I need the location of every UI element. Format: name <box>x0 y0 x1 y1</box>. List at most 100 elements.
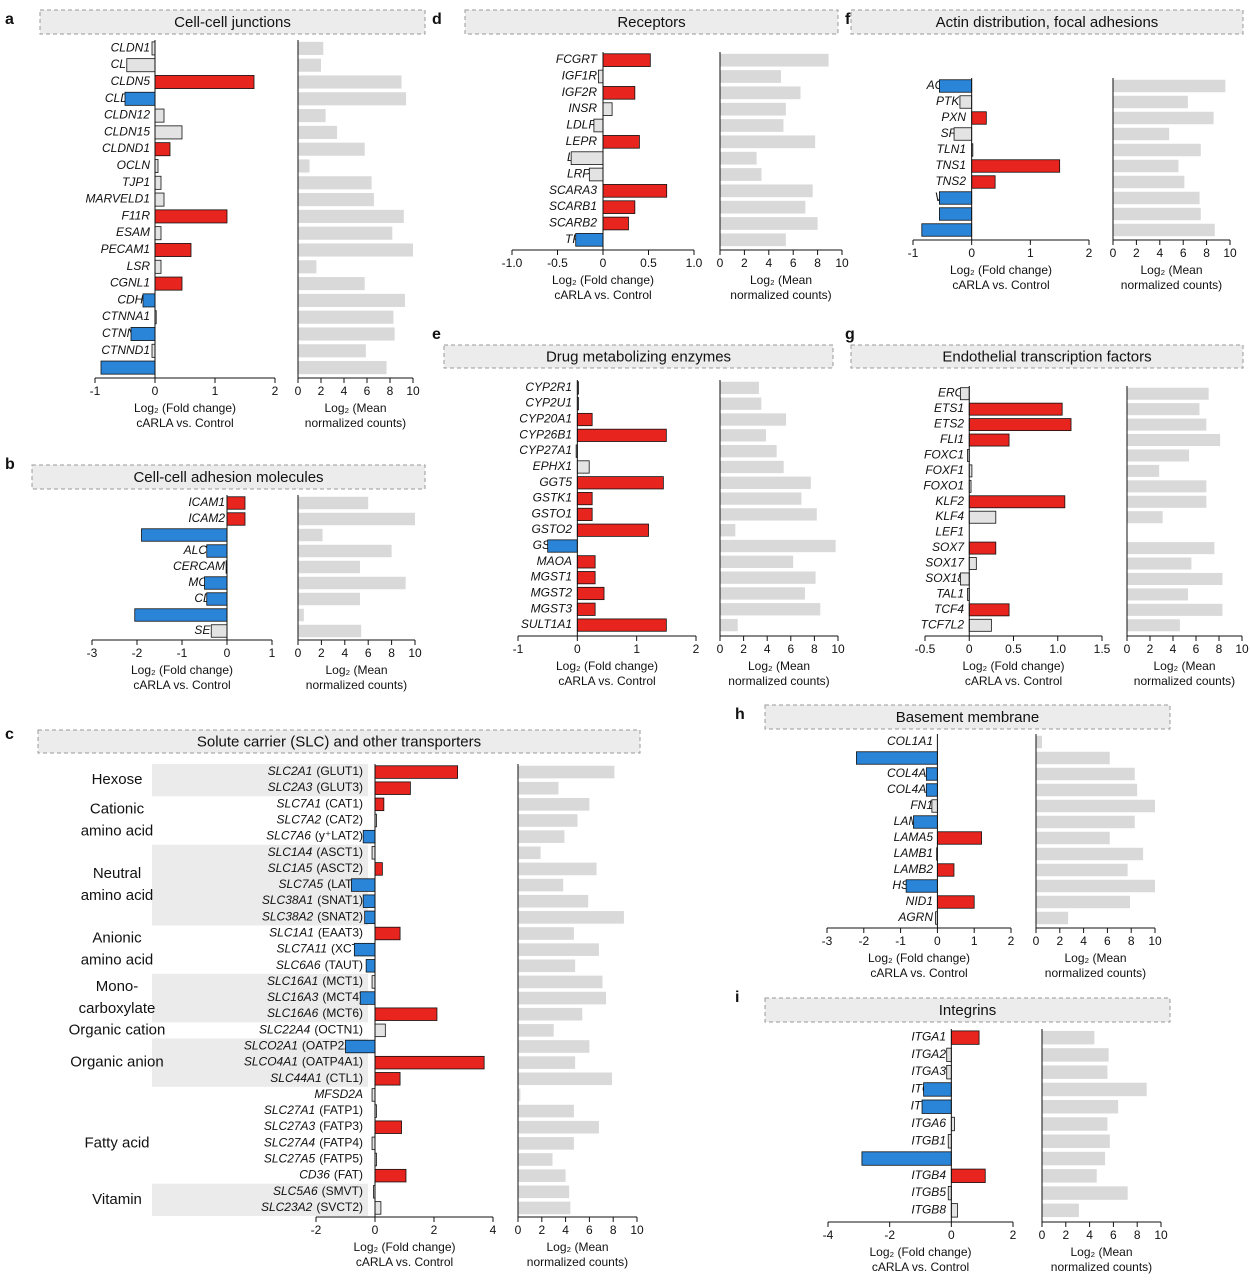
count-bar <box>720 476 811 489</box>
x-tick-label: -2 <box>132 646 143 660</box>
gene-label: MGST3 <box>531 601 573 615</box>
title-box <box>31 464 426 490</box>
panel-title: Cell-cell adhesion molecules <box>133 469 323 486</box>
x-tick-label: 0 <box>717 256 724 270</box>
group-label: amino acid <box>81 887 154 904</box>
gene-name: CLDN15 <box>104 125 150 139</box>
count-bar <box>518 1201 571 1215</box>
count-bar <box>298 560 361 574</box>
axis-title: Log₂ (Mean <box>750 273 812 287</box>
gene-label: CD36 (FAT) <box>299 1168 363 1182</box>
panel-title: Basement membrane <box>896 709 1039 726</box>
gene-label: SCARB1 <box>549 199 597 213</box>
gene-label: SLCO4A1 (OATP4A1) <box>244 1055 363 1069</box>
gene-name: FOXC1 <box>924 448 964 462</box>
fold-change-bar <box>362 829 376 844</box>
gene-name: SLC2A1 <box>268 764 313 778</box>
protein-name: (TAUT) <box>325 958 363 972</box>
gene-label: ERG <box>938 386 964 400</box>
gene-label: GSTO1 <box>532 507 572 521</box>
gene-label: SLC27A1 (FATP1) <box>264 1103 363 1117</box>
axis-title: Log₂ (Fold change) <box>552 273 654 287</box>
gene-label: EPHX1 <box>533 459 572 473</box>
count-bar <box>720 381 759 395</box>
group-label: Mono- <box>96 978 139 995</box>
x-tick-label: 10 <box>406 384 420 398</box>
gene-name: TJP1 <box>122 175 150 189</box>
fold-change-bar <box>937 863 955 877</box>
count-bar <box>298 528 323 542</box>
fold-change-bar <box>950 1030 980 1045</box>
count-bar <box>298 260 317 274</box>
count-bar <box>1036 751 1110 765</box>
gene-label: LEPR <box>566 134 598 148</box>
gene-label: CTNND1 <box>101 343 150 357</box>
gene-label: FOXO1 <box>923 479 964 493</box>
count-bar <box>298 75 402 89</box>
gene-label: SLC23A2 (SVCT2) <box>261 1200 363 1214</box>
axis-title: Log₂ (Fold change) <box>950 263 1052 277</box>
x-tick-label: 0.5 <box>1005 642 1022 656</box>
gene-label: SLC7A6 (y⁺LAT2) <box>266 829 363 843</box>
fold-change-bar <box>937 831 982 845</box>
gene-name: CD36 <box>299 1168 330 1182</box>
gene-label: SLC22A4 (OCTN1) <box>259 1023 363 1037</box>
fold-change-bar <box>576 618 667 632</box>
gene-name: PXN <box>941 110 966 124</box>
x-tick-label: 0 <box>224 646 231 660</box>
x-tick-label: -1.0 <box>502 256 523 270</box>
fold-change-bar <box>971 175 996 189</box>
gene-name: ITGA1 <box>911 1030 946 1044</box>
gene-name: FCGRT <box>556 52 599 66</box>
gene-label: SLC27A4 (FATP4) <box>264 1136 363 1150</box>
count-bar <box>1113 127 1170 141</box>
fold-change-bar <box>374 1120 402 1134</box>
panel-letter: a <box>5 11 14 28</box>
group-shade <box>152 844 368 926</box>
x-tick-label: 1 <box>269 646 276 660</box>
gene-label: COL1A1 <box>887 734 933 748</box>
gene-name: SCARB1 <box>549 199 597 213</box>
x-tick-label: 1 <box>633 642 640 656</box>
x-tick-label: 2 <box>1133 246 1140 260</box>
fold-change-bar <box>968 618 992 632</box>
count-bar <box>518 1169 566 1182</box>
fold-change-bar <box>968 557 977 570</box>
gene-label: SLC7A2 (CAT2) <box>277 813 363 827</box>
fold-change-bar <box>576 476 664 490</box>
group-shade <box>152 973 368 1023</box>
gene-name: SLC6A6 <box>276 958 321 972</box>
axis-title: normalized counts) <box>728 674 829 688</box>
count-bar <box>720 508 817 521</box>
x-tick-label: 2 <box>1008 934 1015 948</box>
fold-change-bar <box>971 159 1061 173</box>
panel-letter: g <box>845 326 855 343</box>
title-box <box>464 9 839 35</box>
fold-change-bar <box>374 1168 407 1183</box>
axis-title: Log₂ (Mean <box>748 659 810 673</box>
panel-letter: f <box>845 11 851 28</box>
fold-change-bar <box>602 86 636 100</box>
gene-label: SCARA3 <box>549 183 597 197</box>
gene-name: NID1 <box>906 894 933 908</box>
fold-change-bar <box>931 799 938 813</box>
title-box <box>850 9 1244 35</box>
title-box <box>764 997 1171 1023</box>
fold-change-bar <box>353 942 376 957</box>
count-bar <box>298 310 394 324</box>
count-bar <box>518 830 565 843</box>
x-tick-label: 8 <box>811 642 818 656</box>
x-tick-label: -2 <box>884 1228 895 1242</box>
x-tick-label: 8 <box>388 646 395 660</box>
gene-label: SLC1A5 (ASCT2) <box>268 861 363 875</box>
gene-label: SLC7A11 (XCT) <box>277 942 363 956</box>
fold-change-bar <box>968 603 1010 617</box>
protein-name: (y⁺LAT2) <box>315 829 363 843</box>
x-tick-label: 2 <box>1010 1228 1017 1242</box>
fold-change-bar <box>861 1151 952 1166</box>
x-tick-label: 6 <box>1104 934 1111 948</box>
gene-name: FLI1 <box>940 432 964 446</box>
x-tick-label: 8 <box>814 256 821 270</box>
gene-name: F11R <box>122 209 151 223</box>
